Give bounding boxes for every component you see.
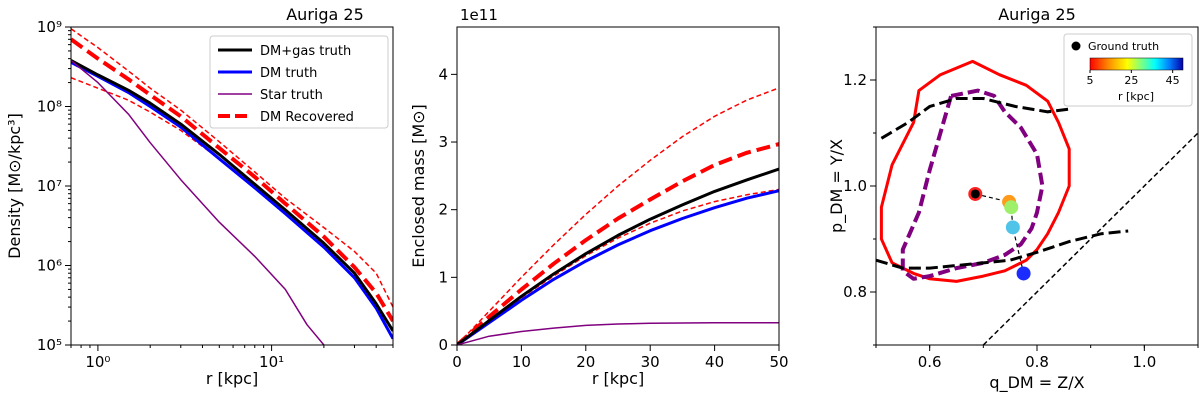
- enclosed-mass-lines: [457, 87, 779, 345]
- y-tick-label: 10⁵: [37, 336, 62, 354]
- density-ylabel: Density [M⊙/kpc³]: [5, 113, 24, 259]
- y-tick-label: 10⁹: [37, 18, 62, 36]
- series-line-2: [71, 59, 325, 345]
- enclosed-mass-xlabel: r [kpc]: [592, 369, 644, 388]
- colorbar-tick-label: 45: [1166, 74, 1180, 87]
- series-line-3: [71, 37, 393, 323]
- density-ticks: 10⁰ 10¹ 10⁵ 10⁶ 10⁷ 10⁸ 10⁹: [37, 18, 394, 371]
- x-tick-label: 20: [576, 353, 595, 371]
- y-tick-label: 3: [438, 133, 448, 151]
- colorbar-ticks: 5 25 45: [1087, 70, 1180, 87]
- enclosed-mass-ylabel: Enclosed mass [M⊙]: [409, 104, 428, 268]
- y-tick-label: 1.2: [843, 71, 867, 89]
- shape-panel: 0.6 0.8 1.00.81.01.2 Auriga 25 q_DM = Z/X …: [827, 5, 1199, 393]
- x-tick-label: 10⁰: [85, 353, 110, 371]
- ground-truth-label: Ground truth: [1088, 40, 1159, 53]
- shape-lines: [876, 59, 1198, 345]
- contour-outer: [879, 59, 1071, 283]
- shape-ylabel: p_DM = Y/X: [827, 139, 847, 233]
- enclosed-mass-frame: [456, 26, 780, 346]
- density-title: Auriga 25: [286, 5, 364, 24]
- legend-label-dm: DM truth: [260, 66, 317, 81]
- series-line-1: [71, 60, 393, 340]
- series-line-0: [71, 59, 393, 332]
- density-lines: [71, 28, 393, 345]
- y-tick-label: 1.0: [843, 177, 867, 195]
- series-line-3: [457, 142, 779, 345]
- x-tick-label: 0.8: [1025, 353, 1049, 371]
- legend-box: [209, 35, 389, 129]
- series-line-0: [457, 167, 779, 345]
- x-tick-label: 10¹: [259, 353, 284, 371]
- y-tick-label: 0.8: [843, 283, 867, 301]
- x-tick-label: 50: [769, 353, 788, 371]
- shape-ticks: 0.6 0.8 1.0 0.8 1.0 1.2: [843, 26, 1199, 371]
- y-tick-label: 4: [438, 65, 448, 83]
- y-tick-label: 2: [438, 201, 448, 219]
- series-line-5: [457, 188, 779, 345]
- density-legend: DM+gas truth DM truth Star truth DM Reco…: [209, 35, 389, 129]
- colorbar-tick-label: 25: [1124, 74, 1138, 87]
- x-tick-label: 10: [512, 353, 531, 371]
- legend-label-dmgas: DM+gas truth: [260, 44, 351, 59]
- radial-point-3: [1005, 220, 1020, 235]
- y-tick-label: 10⁸: [37, 98, 62, 116]
- shape-legend: Ground truth 5 25 45 r [kpc]: [1063, 33, 1193, 107]
- unity-line: [982, 132, 1198, 345]
- enclosed-mass-offset: 1e11: [460, 6, 498, 24]
- legend-label-recovered: DM Recovered: [260, 110, 354, 125]
- x-tick-label: 40: [705, 353, 724, 371]
- enclosed-mass-ticks: 0 10 20 30 40 50 0 1 2 3 4: [438, 65, 788, 371]
- bound-line-0: [880, 97, 1070, 140]
- x-tick-label: 1.0: [1132, 353, 1156, 371]
- radial-point-4: [1016, 266, 1031, 281]
- x-tick-label: 0.6: [918, 353, 942, 371]
- series-line-4: [457, 87, 779, 345]
- radial-connector: [975, 193, 1025, 274]
- enclosed-mass-panel: 0 10 20 30 40 50 0 1 2 3 4 1e11 r [kpc] Enclosed m…: [409, 6, 789, 388]
- colorbar-tick-label: 5: [1087, 74, 1094, 87]
- y-tick-label: 1: [438, 268, 448, 286]
- legend-label-star: Star truth: [260, 88, 323, 103]
- y-tick-label: 10⁶: [37, 257, 62, 275]
- series-line-1: [457, 189, 779, 345]
- x-tick-label: 30: [641, 353, 660, 371]
- ground-truth-point: [970, 189, 980, 199]
- radial-point-2: [1004, 200, 1019, 215]
- y-tick-label: 0: [438, 336, 448, 354]
- density-xlabel: r [kpc]: [206, 369, 258, 388]
- contour-inner: [900, 88, 1045, 281]
- shape-title: Auriga 25: [998, 5, 1076, 24]
- ground-truth-marker: [1071, 41, 1081, 51]
- series-line-4: [71, 28, 393, 308]
- x-tick-label: 0: [452, 353, 462, 371]
- colorbar-label: r [kpc]: [1118, 90, 1154, 103]
- y-tick-label: 10⁷: [37, 177, 62, 195]
- series-line-2: [457, 321, 779, 345]
- shape-xlabel: q_DM = Z/X: [989, 373, 1084, 393]
- bound-line-1: [876, 229, 1129, 270]
- colorbar: [1089, 57, 1184, 71]
